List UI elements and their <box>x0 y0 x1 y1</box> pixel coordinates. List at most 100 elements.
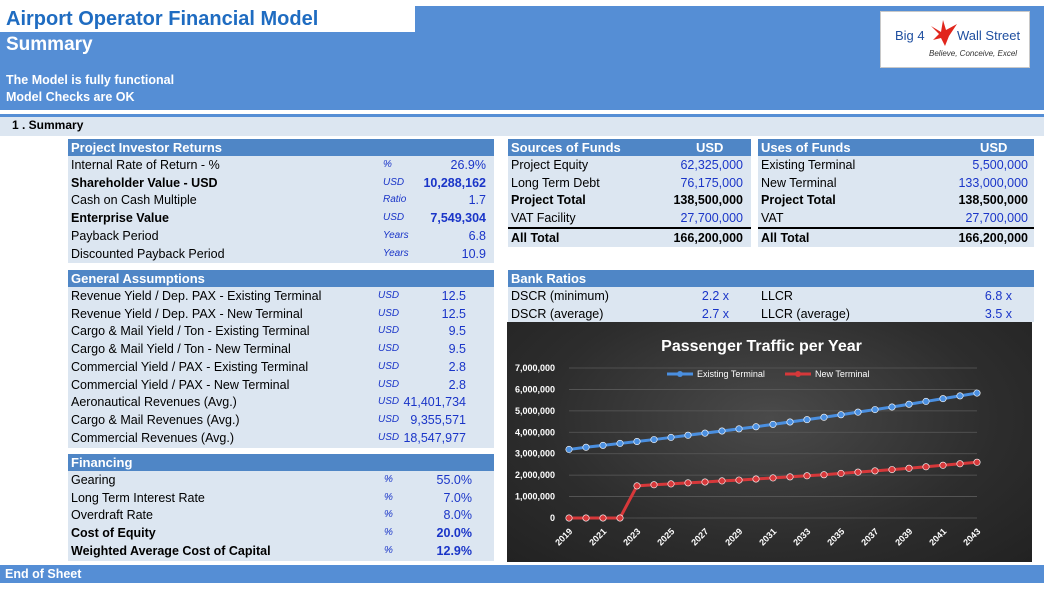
investor-return-row-label: Enterprise Value <box>71 211 169 226</box>
data-point-new <box>633 482 641 490</box>
assumption-row-unit: USD <box>378 396 400 408</box>
assumption-row-label: Cargo & Mail Revenues (Avg.) <box>71 412 240 427</box>
source-row: All Total 166,200,000 <box>508 226 751 247</box>
use-row-label: All Total <box>761 230 810 245</box>
source-row-value[interactable]: 166,200,000 <box>673 230 743 245</box>
data-point-existing <box>888 403 896 411</box>
passenger-traffic-chart[interactable]: Passenger Traffic per Year 0 1,000,000 2,00… <box>507 322 1032 562</box>
section-bar <box>0 114 1044 136</box>
data-point-new <box>786 473 794 481</box>
bank-ratio-row: DSCR (average) 2.7 x LLCR (average) 3.5 x <box>508 305 1034 323</box>
y-tick-label: 5,000,000 <box>515 406 555 416</box>
use-row-value[interactable]: 138,500,000 <box>958 193 1028 208</box>
assumption-row-value[interactable]: 9,355,571 <box>410 412 466 427</box>
investor-return-row-value[interactable]: 26.9% <box>450 158 486 172</box>
investor-return-row-value[interactable]: 6.8 <box>468 228 486 243</box>
source-row-value[interactable]: 62,325,000 <box>680 158 743 172</box>
use-row: All Total 166,200,000 <box>758 226 1034 247</box>
investor-return-row: Cash on Cash Multiple Ratio 1.7 <box>68 191 494 209</box>
assumption-row: Commercial Yield / PAX - New Terminal USD… <box>68 376 494 394</box>
bank-ratio-row-value2[interactable]: 6.8 x <box>984 289 1012 303</box>
use-row-value[interactable]: 133,000,000 <box>958 175 1028 190</box>
assumption-row-unit: USD <box>378 307 400 319</box>
bank-ratio-row-label2: LLCR (average) <box>761 306 850 321</box>
investor-return-row-value[interactable]: 7,549,304 <box>430 211 486 226</box>
chart-canvas: Passenger Traffic per Year 0 1,000,000 2,00… <box>515 338 982 548</box>
logo-text-right: Wall Street <box>957 28 1021 43</box>
x-tick-label: 2021 <box>587 526 608 547</box>
assumption-row-value[interactable]: 2.8 <box>448 359 466 374</box>
data-point-new <box>701 478 709 486</box>
assumption-row-value[interactable]: 12.5 <box>441 289 466 303</box>
data-point-existing <box>871 406 879 414</box>
bank-ratio-row-label: DSCR (minimum) <box>511 289 609 303</box>
assumption-row-value[interactable]: 12.5 <box>441 306 466 321</box>
use-row-value[interactable]: 27,700,000 <box>965 211 1028 226</box>
source-row-value[interactable]: 27,700,000 <box>680 211 743 226</box>
financing-row-value[interactable]: 20.0% <box>436 526 472 541</box>
legend-label: Existing Terminal <box>697 369 765 379</box>
legend-marker <box>677 371 683 377</box>
use-row-value[interactable]: 166,200,000 <box>958 230 1028 245</box>
section-title: 1 . Summary <box>12 118 84 132</box>
assumption-row: Revenue Yield / Dep. PAX - Existing Term… <box>68 287 494 305</box>
investor-return-row-value[interactable]: 10.9 <box>461 246 486 261</box>
assumption-row-label: Commercial Revenues (Avg.) <box>71 430 235 445</box>
data-point-new <box>735 476 743 484</box>
investor-return-row-value[interactable]: 1.7 <box>468 193 486 208</box>
sources-panel: Sources of Funds USD Project Equity 62,32… <box>508 139 751 247</box>
investor-return-row-label: Discounted Payback Period <box>71 246 225 261</box>
assumption-row-value[interactable]: 18,547,977 <box>403 430 466 445</box>
x-tick-label: 2023 <box>621 526 642 547</box>
x-tick-label: 2041 <box>927 526 948 547</box>
bank-ratio-row-value[interactable]: 2.2 x <box>701 289 729 303</box>
assumption-row-value[interactable]: 2.8 <box>448 377 466 392</box>
investor-return-row-value[interactable]: 10,288,162 <box>423 175 486 190</box>
assumption-row-value[interactable]: 41,401,734 <box>403 395 466 410</box>
financing-row: Long Term Interest Rate% 7.0% <box>68 489 494 507</box>
financing-row-value[interactable]: 12.9% <box>436 543 472 558</box>
data-point-new <box>905 464 913 472</box>
use-row-value[interactable]: 5,500,000 <box>972 158 1028 172</box>
financing-row-value[interactable]: 8.0% <box>443 508 473 523</box>
x-tick-label: 2033 <box>791 526 812 547</box>
assumption-row: Aeronautical Revenues (Avg.) USD 41,401,73… <box>68 393 494 411</box>
data-point-existing <box>803 416 811 424</box>
bank-ratio-row-value[interactable]: 2.7 x <box>701 306 729 321</box>
investor-return-row: Shareholder Value - USD USD 10,288,162 <box>68 174 494 192</box>
data-point-new <box>820 471 828 479</box>
data-point-existing <box>718 427 726 435</box>
data-point-new <box>565 514 573 522</box>
assumption-row: Cargo & Mail Yield / Ton - New Terminal U… <box>68 340 494 358</box>
x-tick-label: 2029 <box>723 526 744 547</box>
y-tick-label: 7,000,000 <box>515 363 555 373</box>
logo-tagline: Believe, Conceive, Excel <box>929 49 1018 58</box>
source-row-value[interactable]: 76,175,000 <box>680 175 743 190</box>
x-tick-label: 2043 <box>961 526 982 547</box>
financing-row-value[interactable]: 55.0% <box>436 473 472 487</box>
data-point-new <box>650 481 658 489</box>
source-row: VAT Facility 27,700,000 <box>508 209 751 227</box>
data-point-existing <box>786 418 794 426</box>
financing-row-value[interactable]: 7.0% <box>443 490 473 505</box>
legend-marker <box>795 371 801 377</box>
data-point-existing <box>701 429 709 437</box>
data-point-existing <box>616 439 624 447</box>
x-tick-label: 2037 <box>859 526 880 547</box>
data-point-new <box>803 472 811 480</box>
y-tick-label: 1,000,000 <box>515 492 555 502</box>
y-tick-label: 0 <box>550 513 555 523</box>
source-row-value[interactable]: 138,500,000 <box>673 193 743 208</box>
source-row: Long Term Debt 76,175,000 <box>508 174 751 192</box>
use-row-label: Project Total <box>761 193 836 208</box>
data-point-existing <box>752 423 760 431</box>
data-point-existing <box>735 425 743 433</box>
assumption-row-value[interactable]: 9.5 <box>448 342 466 357</box>
data-point-existing <box>854 408 862 416</box>
data-point-existing <box>905 400 913 408</box>
financing-row: Gearing% 55.0% <box>68 471 494 489</box>
source-row: Project Equity 62,325,000 <box>508 156 751 174</box>
bank-ratio-row-value2[interactable]: 3.5 x <box>984 306 1012 321</box>
assumption-row-value[interactable]: 9.5 <box>448 324 466 339</box>
source-row-label: All Total <box>511 230 560 245</box>
